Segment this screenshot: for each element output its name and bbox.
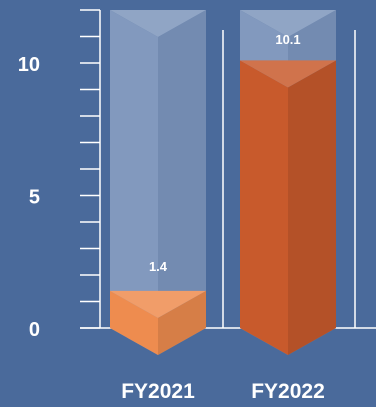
bar-track-top-face [240,10,336,37]
data-label: 1.4 [149,259,168,274]
y-tick-label: 5 [29,187,40,209]
bar-fill-left-face [240,60,288,355]
y-tick-label: 10 [18,54,40,76]
x-category-label: FY2022 [251,380,325,403]
bar-fill-left-face [110,290,158,355]
y-tick-label: 0 [29,319,40,341]
bar-track-right-face [158,10,206,355]
bar-fill-top-face [240,60,336,88]
data-label: 10.1 [275,32,300,47]
bar-fill-top-face [110,290,206,318]
bar-fy2021 [110,10,206,355]
bar-fill-right-face [288,60,336,355]
bar-fy2022 [240,10,336,355]
bar-fill-right-face [158,290,206,355]
bar-series [110,10,336,355]
labels: 0 5 10 1.4 FY2021 10.1 FY2022 [18,32,325,403]
x-category-label: FY2021 [121,380,195,403]
bar-track-top-face [110,10,206,37]
bar-track-left-face [110,10,158,355]
